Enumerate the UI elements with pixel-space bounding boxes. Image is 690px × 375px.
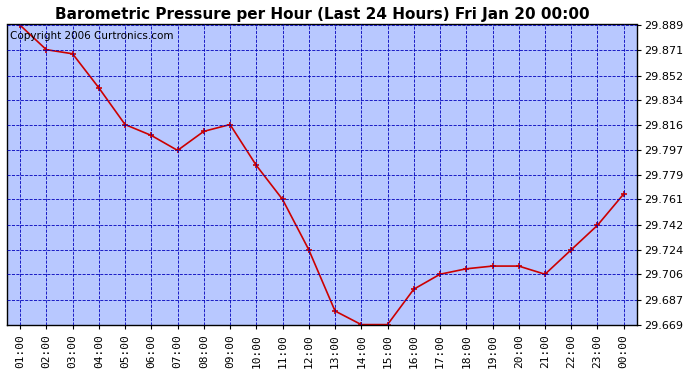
- Title: Barometric Pressure per Hour (Last 24 Hours) Fri Jan 20 00:00: Barometric Pressure per Hour (Last 24 Ho…: [55, 7, 589, 22]
- Text: Copyright 2006 Curtronics.com: Copyright 2006 Curtronics.com: [10, 30, 174, 40]
